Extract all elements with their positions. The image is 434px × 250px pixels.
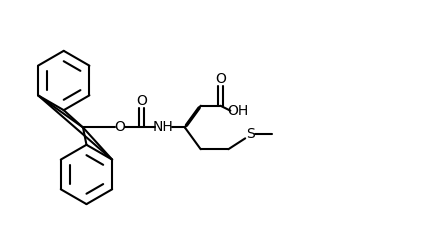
Text: NH: NH: [153, 120, 174, 134]
Text: S: S: [246, 128, 254, 141]
Text: OH: OH: [228, 104, 249, 118]
Text: O: O: [215, 72, 226, 86]
Text: O: O: [114, 120, 125, 134]
Text: O: O: [136, 94, 147, 108]
